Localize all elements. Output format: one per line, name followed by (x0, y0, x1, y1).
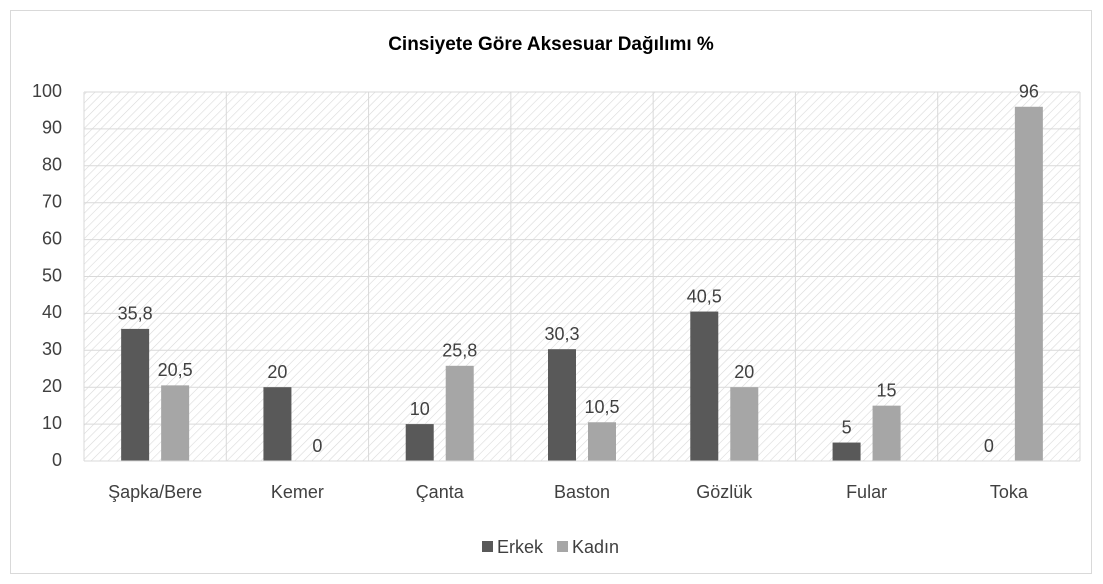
x-tick-label: Toka (990, 482, 1029, 502)
legend-label: Erkek (497, 537, 544, 557)
bar (121, 328, 150, 461)
bar (872, 405, 901, 461)
value-label: 20 (734, 362, 754, 382)
x-tick-label: Çanta (416, 482, 465, 502)
y-tick-label: 30 (42, 339, 62, 359)
value-label: 40,5 (687, 286, 722, 306)
value-label: 10 (410, 399, 430, 419)
y-tick-label: 40 (42, 302, 62, 322)
y-tick-label: 60 (42, 228, 62, 248)
value-label: 15 (877, 380, 897, 400)
x-tick-label: Şapka/Bere (108, 482, 202, 502)
x-tick-label: Baston (554, 482, 610, 502)
bar (1014, 106, 1043, 461)
y-tick-label: 20 (42, 376, 62, 396)
bar (588, 422, 616, 461)
x-tick-label: Fular (846, 482, 887, 502)
y-tick-label: 50 (42, 265, 62, 285)
y-tick-label: 80 (42, 155, 62, 175)
value-label: 10,5 (584, 397, 619, 417)
y-tick-label: 100 (32, 81, 62, 101)
y-tick-label: 0 (52, 450, 62, 470)
value-label: 96 (1019, 82, 1039, 102)
y-tick-label: 90 (42, 118, 62, 138)
value-label: 30,3 (544, 324, 579, 344)
x-tick-label: Kemer (271, 482, 324, 502)
value-label: 5 (842, 417, 852, 437)
bar (405, 424, 434, 461)
value-label: 20 (267, 362, 287, 382)
bar (263, 387, 292, 461)
bar (730, 387, 759, 461)
value-label: 0 (984, 436, 994, 456)
bar (445, 365, 474, 461)
y-tick-label: 70 (42, 191, 62, 211)
legend-swatch (482, 541, 493, 552)
bar (690, 311, 719, 461)
value-label: 20,5 (158, 360, 193, 380)
y-tick-label: 10 (42, 413, 62, 433)
legend-swatch (557, 541, 569, 552)
value-label: 35,8 (118, 304, 153, 324)
bar (548, 349, 576, 461)
chart-title: Cinsiyete Göre Aksesuar Dağılımı % (388, 34, 714, 55)
value-label: 0 (312, 436, 322, 456)
x-tick-label: Gözlük (696, 482, 753, 502)
legend-label: Kadın (572, 537, 619, 557)
value-label: 25,8 (442, 341, 477, 361)
bar (161, 385, 190, 461)
bar (832, 442, 861, 461)
